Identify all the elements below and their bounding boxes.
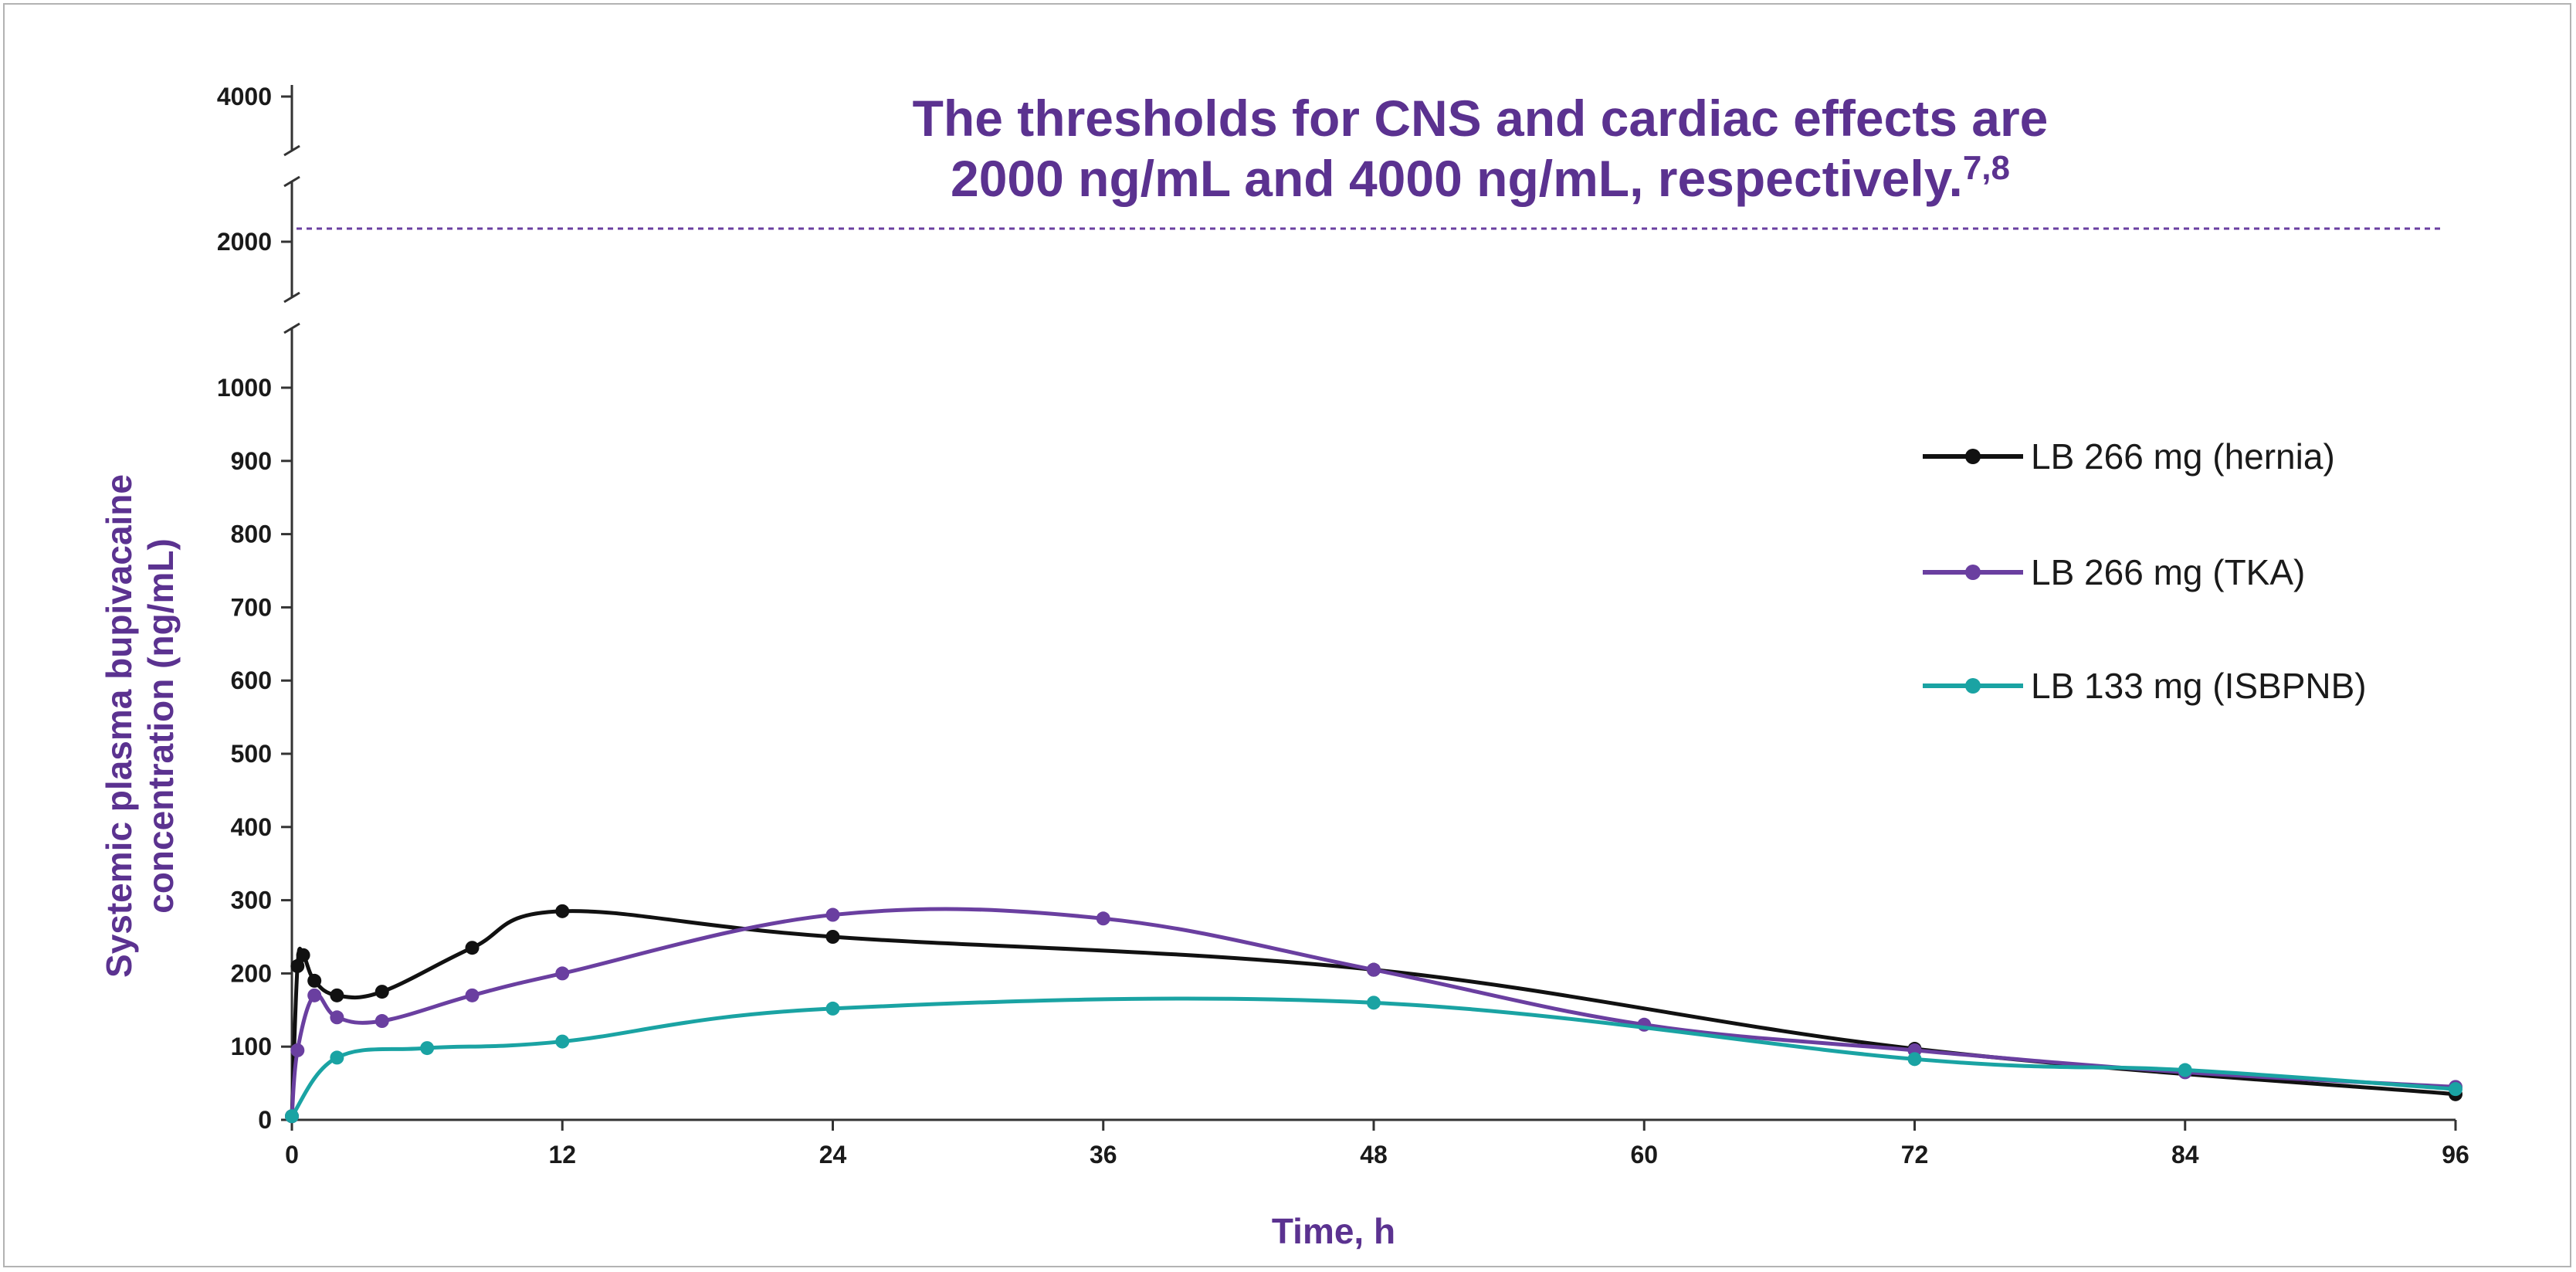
y-tick-label: 600 — [231, 667, 272, 694]
data-point — [2449, 1082, 2462, 1097]
threshold-note-superscript: 7,8 — [1963, 149, 2010, 187]
y-tick-label: 300 — [231, 887, 272, 914]
data-point — [420, 1041, 435, 1056]
data-point — [825, 1001, 840, 1016]
chart-frame — [3, 3, 2571, 1267]
data-point — [825, 907, 840, 922]
x-axis-title: Time, h — [1272, 1211, 1395, 1251]
data-point — [290, 958, 305, 973]
data-point — [375, 1014, 389, 1029]
y-tick-label: 400 — [231, 813, 272, 841]
legend-item-3: LB 133 mg (ISBPNB) — [1923, 666, 2367, 706]
x-tick-label: 36 — [1090, 1141, 1117, 1169]
axes: 0100200300400500600700800900100020004000… — [217, 83, 2469, 1169]
legend-item-1: LB 266 mg (hernia) — [1923, 436, 2335, 477]
series-layer — [285, 904, 2462, 1124]
y-tick-label: 900 — [231, 447, 272, 475]
x-tick-label: 60 — [1630, 1141, 1658, 1169]
data-point — [330, 1010, 344, 1025]
y-tick-label: 0 — [258, 1106, 272, 1134]
x-tick-label: 48 — [1360, 1141, 1388, 1169]
legend-label: LB 133 mg (ISBPNB) — [2031, 666, 2367, 706]
data-point — [465, 941, 480, 955]
data-point — [375, 985, 389, 999]
legend: LB 266 mg (hernia) LB 266 mg (TKA) LB 133 … — [1923, 436, 2367, 706]
legend-marker — [1965, 678, 1981, 694]
axis-break-mark — [283, 144, 300, 157]
legend-label: LB 266 mg (hernia) — [2031, 436, 2335, 477]
data-point — [330, 988, 344, 1002]
series-1 — [285, 904, 2462, 1124]
data-point — [465, 988, 480, 1002]
axis-break-mark — [283, 175, 300, 188]
threshold-note-text: 2000 ng/mL and 4000 ng/mL, respectively. — [951, 150, 1963, 207]
x-tick-label: 96 — [2442, 1141, 2469, 1169]
x-tick-label: 24 — [819, 1141, 847, 1169]
threshold-note: The thresholds for CNS and cardiac effec… — [913, 90, 2049, 207]
y-tick-label: 100 — [231, 1033, 272, 1060]
data-point — [290, 1043, 305, 1057]
data-point — [2178, 1063, 2192, 1077]
data-point — [555, 966, 570, 981]
x-tick-label: 0 — [285, 1141, 299, 1169]
axis-break-mark — [283, 291, 300, 304]
data-point — [555, 904, 570, 918]
y-axis-title: Systemic plasma bupivacaine concentratio… — [99, 474, 181, 978]
legend-marker — [1965, 565, 1981, 580]
data-point — [1367, 962, 1381, 977]
series-line — [290, 909, 2456, 1117]
data-point — [307, 988, 322, 1002]
x-tick-label: 12 — [548, 1141, 576, 1169]
y-tick-label: 1000 — [217, 374, 272, 402]
data-point — [1907, 1052, 1922, 1067]
y-axis-title-line1: Systemic plasma bupivacaine — [99, 474, 139, 978]
x-tick-label: 84 — [2171, 1141, 2199, 1169]
y-tick-label: 200 — [231, 959, 272, 987]
data-point — [555, 1034, 570, 1049]
legend-label: LB 266 mg (TKA) — [2031, 552, 2305, 592]
x-tick-label: 72 — [1901, 1141, 1929, 1169]
y-tick-label: 500 — [231, 740, 272, 768]
legend-item-2: LB 266 mg (TKA) — [1923, 552, 2305, 592]
data-point — [1367, 996, 1381, 1010]
series-3 — [285, 996, 2462, 1124]
series-line — [290, 996, 2456, 1118]
series-line — [290, 907, 2456, 1117]
data-point — [1096, 911, 1110, 926]
y-axis-title-line2: concentration (ng/mL) — [141, 538, 181, 914]
y-tick-label: 4000 — [217, 83, 272, 110]
data-point — [296, 948, 310, 962]
axis-break-mark — [283, 322, 300, 334]
data-point — [307, 973, 322, 988]
threshold-note-line2: 2000 ng/mL and 4000 ng/mL, respectively.… — [951, 149, 2010, 207]
series-2 — [285, 907, 2462, 1124]
data-point — [825, 930, 840, 944]
y-tick-label: 2000 — [217, 228, 272, 256]
threshold-note-line1: The thresholds for CNS and cardiac effec… — [913, 90, 2049, 147]
data-point — [285, 1109, 299, 1124]
data-point — [330, 1050, 344, 1065]
y-tick-label: 800 — [231, 521, 272, 548]
y-tick-label: 700 — [231, 593, 272, 621]
legend-marker — [1965, 449, 1981, 464]
